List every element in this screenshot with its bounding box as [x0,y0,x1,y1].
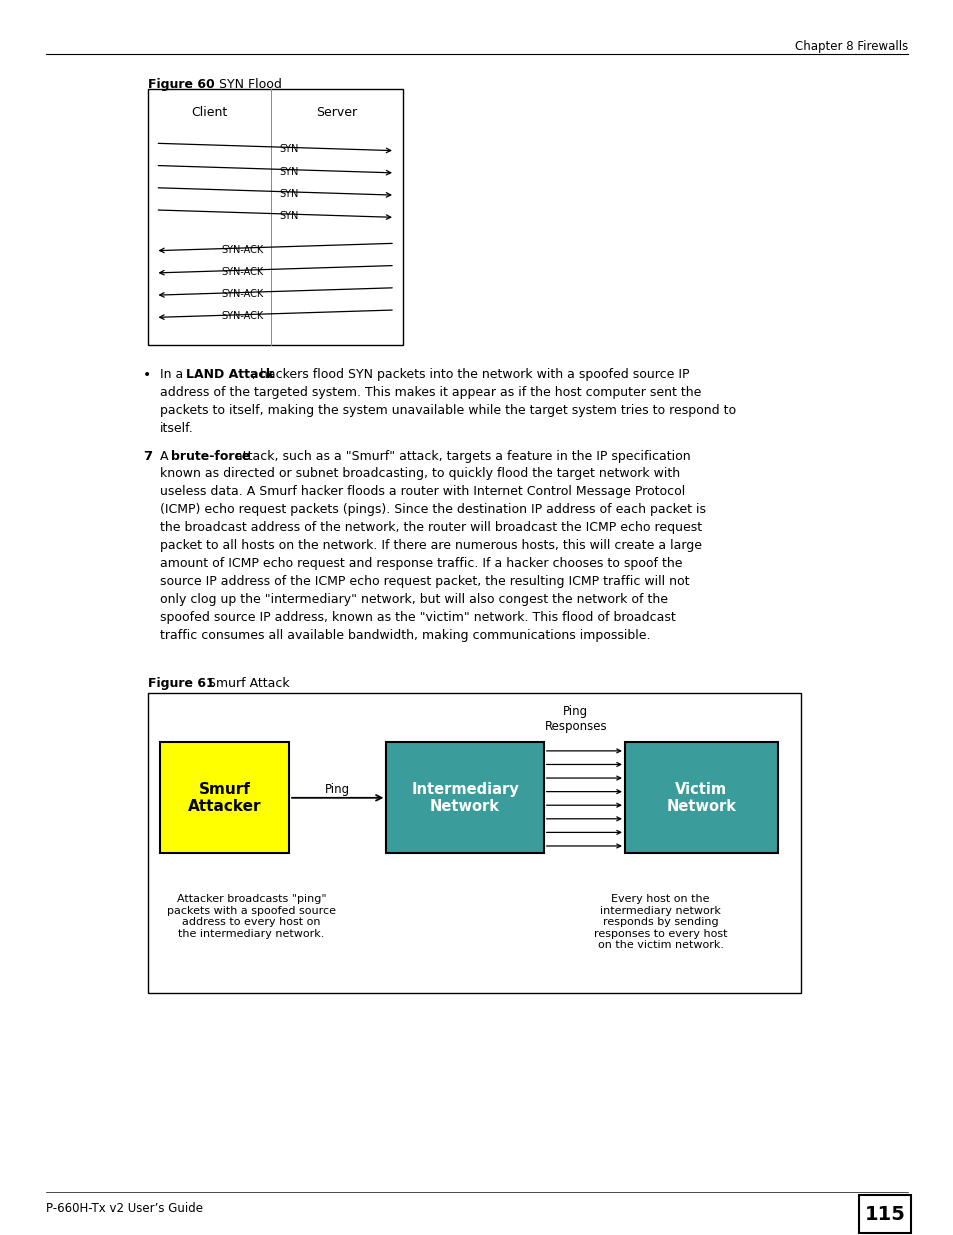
Text: known as directed or subnet broadcasting, to quickly flood the target network wi: known as directed or subnet broadcasting… [160,468,679,480]
Text: Responses: Responses [544,720,606,734]
Text: itself.: itself. [160,422,193,435]
Text: LAND Attack: LAND Attack [186,368,274,382]
Text: SYN-ACK: SYN-ACK [221,289,263,299]
Text: packets to itself, making the system unavailable while the target system tries t: packets to itself, making the system una… [160,404,736,417]
Bar [386,742,543,853]
Text: Every host on the
intermediary network
responds by sending
responses to every ho: Every host on the intermediary network r… [594,894,726,950]
Text: In a: In a [160,368,188,382]
Text: Figure 61: Figure 61 [148,677,214,690]
Text: (ICMP) echo request packets (pings). Since the destination IP address of each pa: (ICMP) echo request packets (pings). Sin… [160,504,705,516]
Bar [148,693,801,993]
Text: Figure 60: Figure 60 [148,78,214,91]
Text: , hackers flood SYN packets into the network with a spoofed source IP: , hackers flood SYN packets into the net… [252,368,689,382]
Text: A: A [160,450,172,463]
Bar [148,89,402,345]
Text: SYN-ACK: SYN-ACK [221,311,263,321]
Text: P-660H-Tx v2 User’s Guide: P-660H-Tx v2 User’s Guide [46,1202,203,1215]
Text: Victim
Network: Victim Network [665,782,736,814]
Text: Server: Server [315,106,356,120]
Text: amount of ICMP echo request and response traffic. If a hacker chooses to spoof t: amount of ICMP echo request and response… [160,557,682,571]
Text: Attacker broadcasts "ping"
packets with a spoofed source
address to every host o: Attacker broadcasts "ping" packets with … [167,894,335,939]
Text: Client: Client [191,106,227,120]
Text: packet to all hosts on the network. If there are numerous hosts, this will creat: packet to all hosts on the network. If t… [160,538,701,552]
Text: SYN: SYN [278,167,298,177]
Text: attack, such as a "Smurf" attack, targets a feature in the IP specification: attack, such as a "Smurf" attack, target… [231,450,690,463]
Text: useless data. A Smurf hacker floods a router with Internet Control Message Proto: useless data. A Smurf hacker floods a ro… [160,485,685,499]
Text: Ping: Ping [325,783,350,797]
Text: 115: 115 [863,1204,904,1224]
Text: 7: 7 [143,450,152,463]
Text: spoofed source IP address, known as the "victim" network. This flood of broadcas: spoofed source IP address, known as the … [160,611,676,624]
Text: Intermediary
Network: Intermediary Network [411,782,518,814]
Text: SYN-ACK: SYN-ACK [221,267,263,277]
Bar [858,1195,910,1233]
Text: SYN-ACK: SYN-ACK [221,245,263,254]
Text: address of the targeted system. This makes it appear as if the host computer sen: address of the targeted system. This mak… [160,385,700,399]
Text: Ping: Ping [563,705,588,719]
Text: Chapter 8 Firewalls: Chapter 8 Firewalls [794,40,907,53]
Text: the broadcast address of the network, the router will broadcast the ICMP echo re: the broadcast address of the network, th… [160,521,701,535]
Text: •: • [143,368,152,382]
Text: traffic consumes all available bandwidth, making communications impossible.: traffic consumes all available bandwidth… [160,629,650,642]
Text: SYN: SYN [278,189,298,199]
Text: Smurf
Attacker: Smurf Attacker [188,782,261,814]
Bar [624,742,777,853]
Text: brute-force: brute-force [171,450,250,463]
Text: SYN: SYN [278,144,298,154]
Text: only clog up the "intermediary" network, but will also congest the network of th: only clog up the "intermediary" network,… [160,593,667,606]
Bar [160,742,289,853]
Text: Smurf Attack: Smurf Attack [208,677,290,690]
Text: SYN Flood: SYN Flood [219,78,282,91]
Text: SYN: SYN [278,211,298,221]
Text: source IP address of the ICMP echo request packet, the resulting ICMP traffic wi: source IP address of the ICMP echo reque… [160,576,689,588]
